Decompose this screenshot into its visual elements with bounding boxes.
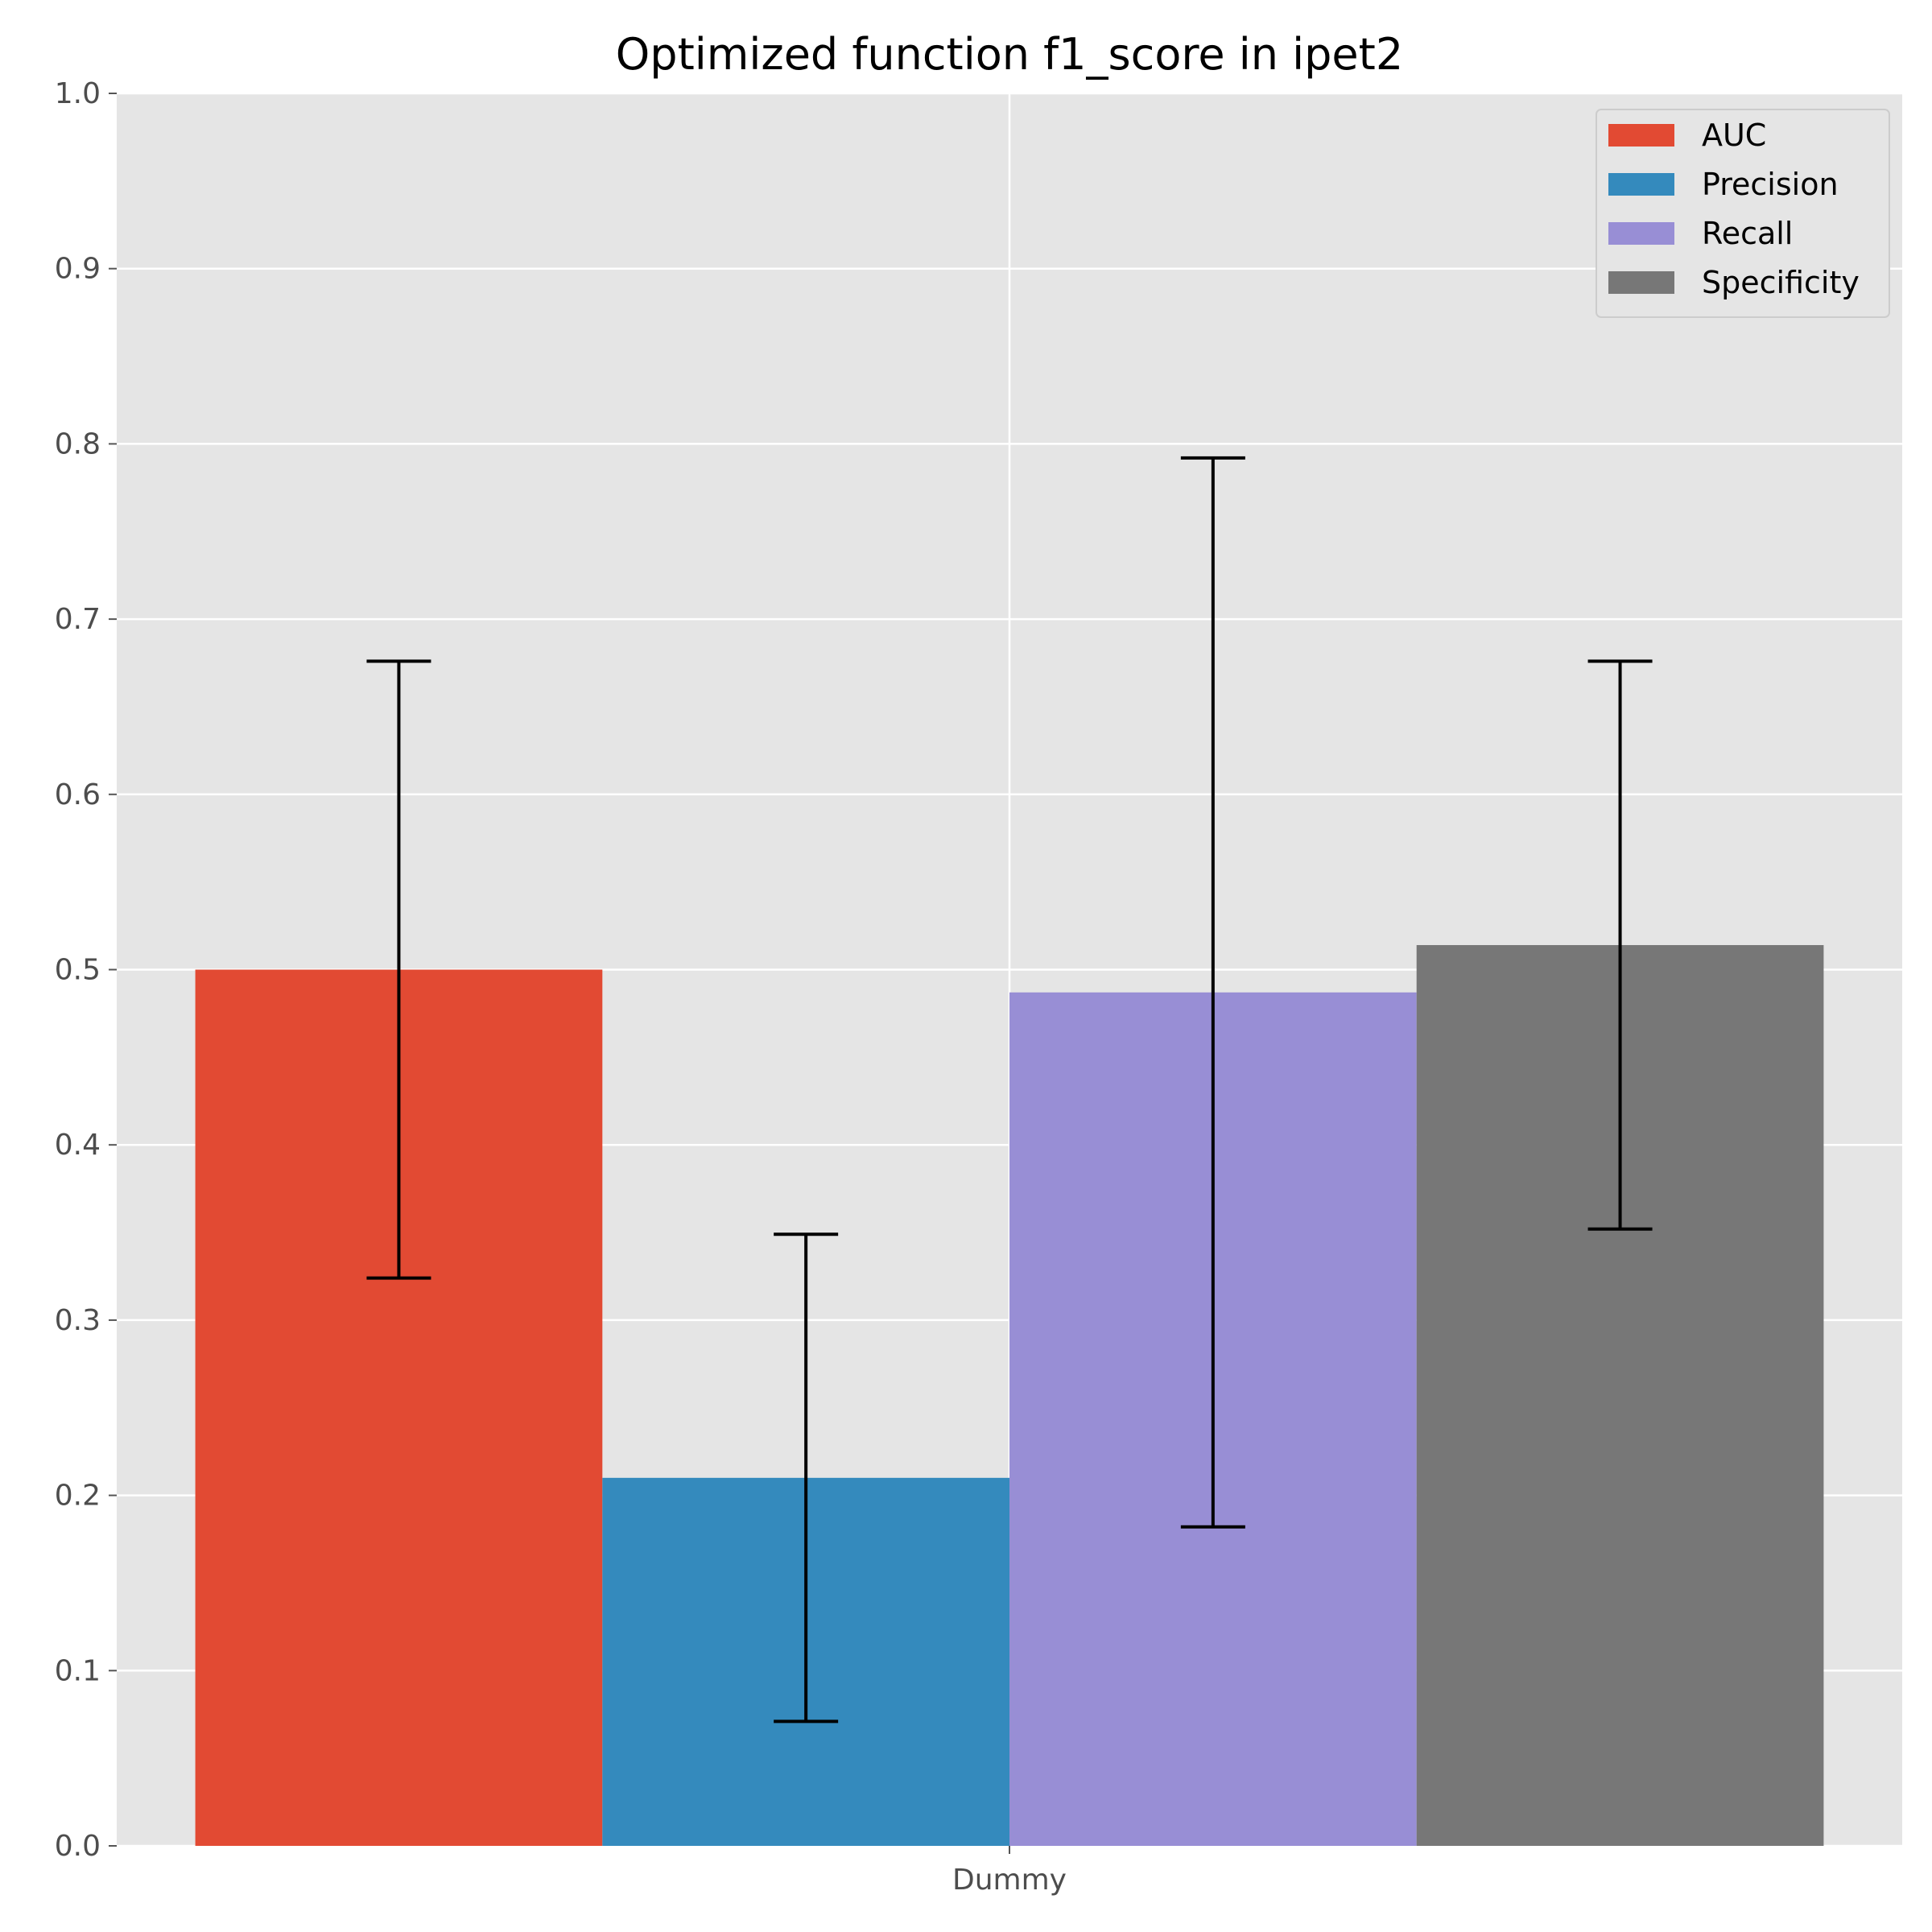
legend-label-auc: AUC	[1702, 118, 1766, 153]
y-tick-label: 0.9	[55, 253, 101, 286]
legend: AUC Precision Recall Specificity	[1596, 109, 1890, 318]
legend-label-recall: Recall	[1702, 216, 1793, 251]
legend-swatch-recall	[1608, 222, 1674, 245]
chart-title: Optimized function f1_score in ipet2	[616, 29, 1403, 80]
axes: 0.0 0.1 0.2 0.3 0.4 0.5 0.6 0.7 0.8 0.9 1.0 Dummy	[55, 77, 1067, 1897]
y-tick-label: 0.0	[55, 1830, 101, 1863]
error-bars	[366, 456, 1653, 1724]
legend-box	[1596, 109, 1890, 318]
x-tick-label: Dummy	[952, 1864, 1067, 1897]
legend-swatch-specificity	[1608, 271, 1674, 294]
legend-label-specificity: Specificity	[1702, 265, 1860, 300]
y-tick-label: 0.7	[55, 603, 101, 636]
y-tick-label: 0.4	[55, 1129, 101, 1162]
legend-swatch-precision	[1608, 173, 1674, 196]
y-tick-label: 0.1	[55, 1654, 101, 1687]
y-tick-label: 0.8	[55, 427, 101, 460]
y-tick-label: 0.5	[55, 954, 101, 987]
legend-label-precision: Precision	[1702, 167, 1839, 202]
legend-swatch-auc	[1608, 124, 1674, 147]
y-tick-label: 1.0	[55, 77, 101, 110]
y-tick-label: 0.2	[55, 1480, 101, 1513]
y-tick-label: 0.6	[55, 778, 101, 811]
bars	[195, 945, 1824, 1846]
y-tick-label: 0.3	[55, 1304, 101, 1337]
